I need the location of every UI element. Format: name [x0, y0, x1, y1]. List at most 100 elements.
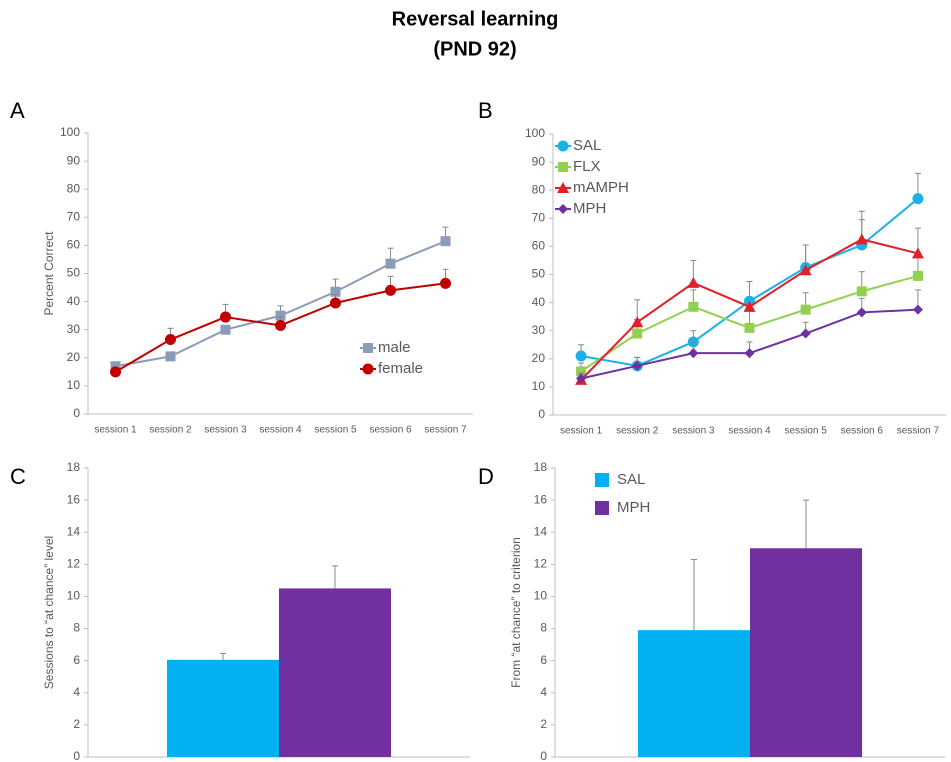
- marker: [912, 193, 924, 205]
- y-tick-label: 70: [532, 210, 546, 224]
- marker: [632, 328, 643, 339]
- figure-title: Reversal learning: [392, 8, 559, 30]
- y-tick-label: 2: [540, 717, 547, 731]
- y-tick-label: 50: [67, 266, 81, 280]
- legend-swatch: [595, 501, 609, 515]
- x-tick-label: session 7: [897, 426, 940, 437]
- legend-label: mAMPH: [573, 179, 629, 196]
- marker: [165, 351, 176, 362]
- marker: [744, 322, 755, 333]
- y-tick-label: 16: [534, 492, 548, 506]
- y-tick-label: 40: [532, 295, 546, 309]
- y-tick-label: 10: [532, 379, 546, 393]
- y-tick-label: 40: [67, 294, 81, 308]
- y-tick-label: 16: [67, 492, 81, 506]
- y-tick-label: 8: [73, 621, 80, 635]
- x-tick-label: session 4: [728, 426, 771, 437]
- y-tick-label: 18: [534, 460, 548, 474]
- y-tick-label: 18: [67, 460, 81, 474]
- y-tick-label: 30: [67, 322, 81, 336]
- y-tick-label: 100: [60, 125, 80, 139]
- marker: [575, 350, 587, 362]
- y-tick-label: 90: [532, 154, 546, 168]
- legend-marker: [557, 140, 569, 152]
- x-tick-label: session 2: [149, 425, 192, 436]
- marker: [330, 286, 341, 297]
- marker: [220, 324, 231, 335]
- y-tick-label: 100: [525, 126, 545, 140]
- marker: [110, 361, 121, 372]
- y-tick-label: 60: [532, 239, 546, 253]
- y-tick-label: 20: [67, 350, 81, 364]
- marker: [912, 304, 923, 315]
- legend-marker: [557, 182, 569, 193]
- marker: [631, 316, 644, 328]
- y-tick-label: 6: [73, 653, 80, 667]
- x-tick-label: session 6: [369, 425, 412, 436]
- y-tick-label: 0: [73, 406, 80, 420]
- x-tick-label: session 4: [259, 425, 302, 436]
- marker: [856, 307, 867, 318]
- x-tick-label: session 5: [314, 425, 357, 436]
- y-tick-label: 14: [534, 524, 548, 538]
- y-tick-label: 0: [538, 407, 545, 421]
- panel-label: B: [478, 98, 493, 123]
- y-tick-label: 10: [67, 378, 81, 392]
- panel-label: A: [10, 98, 25, 123]
- y-axis-label: From “at chance” to criterion: [509, 537, 523, 688]
- x-tick-label: session 2: [616, 426, 659, 437]
- x-tick-label: session 7: [424, 425, 467, 436]
- y-tick-label: 12: [534, 557, 548, 571]
- marker: [688, 348, 699, 359]
- legend-label: female: [378, 360, 423, 377]
- marker: [275, 319, 286, 331]
- y-tick-label: 30: [532, 323, 546, 337]
- marker: [330, 297, 341, 309]
- y-tick-label: 50: [532, 267, 546, 281]
- x-tick-label: session 1: [94, 425, 137, 436]
- panel-label: D: [478, 464, 494, 489]
- y-tick-label: 6: [540, 653, 547, 667]
- bar: [167, 659, 279, 757]
- x-tick-label: session 5: [785, 426, 828, 437]
- y-tick-label: 8: [540, 621, 547, 635]
- legend-label: FLX: [573, 158, 601, 175]
- legend-marker: [362, 363, 374, 375]
- legend-marker: [558, 204, 568, 214]
- marker: [440, 277, 451, 289]
- legend-marker: [363, 343, 373, 353]
- legend-swatch: [595, 473, 609, 487]
- marker: [856, 286, 867, 297]
- figure-subtitle: (PND 92): [433, 38, 516, 60]
- y-tick-label: 4: [540, 685, 547, 699]
- y-tick-label: 4: [73, 685, 80, 699]
- marker: [110, 366, 121, 378]
- marker: [220, 311, 231, 323]
- legend-label: MPH: [617, 499, 650, 516]
- bar: [279, 588, 391, 757]
- marker: [744, 348, 755, 359]
- marker: [800, 328, 811, 339]
- marker: [440, 236, 451, 247]
- marker: [275, 310, 286, 321]
- legend-label: male: [378, 339, 411, 356]
- y-tick-label: 90: [67, 153, 81, 167]
- y-tick-label: 10: [534, 589, 548, 603]
- panel-label: C: [10, 464, 26, 489]
- y-tick-label: 10: [67, 589, 81, 603]
- bar: [750, 548, 862, 757]
- bar: [638, 630, 750, 757]
- marker: [911, 247, 924, 259]
- legend-marker: [558, 162, 568, 172]
- marker: [855, 233, 868, 245]
- y-tick-label: 12: [67, 557, 81, 571]
- marker: [687, 276, 700, 288]
- marker: [165, 334, 176, 346]
- x-tick-label: session 3: [672, 426, 715, 437]
- marker: [385, 284, 396, 296]
- legend-label: SAL: [573, 137, 601, 154]
- y-tick-label: 0: [540, 749, 547, 762]
- marker: [576, 373, 587, 384]
- y-axis-label: Percent Correct: [42, 231, 56, 316]
